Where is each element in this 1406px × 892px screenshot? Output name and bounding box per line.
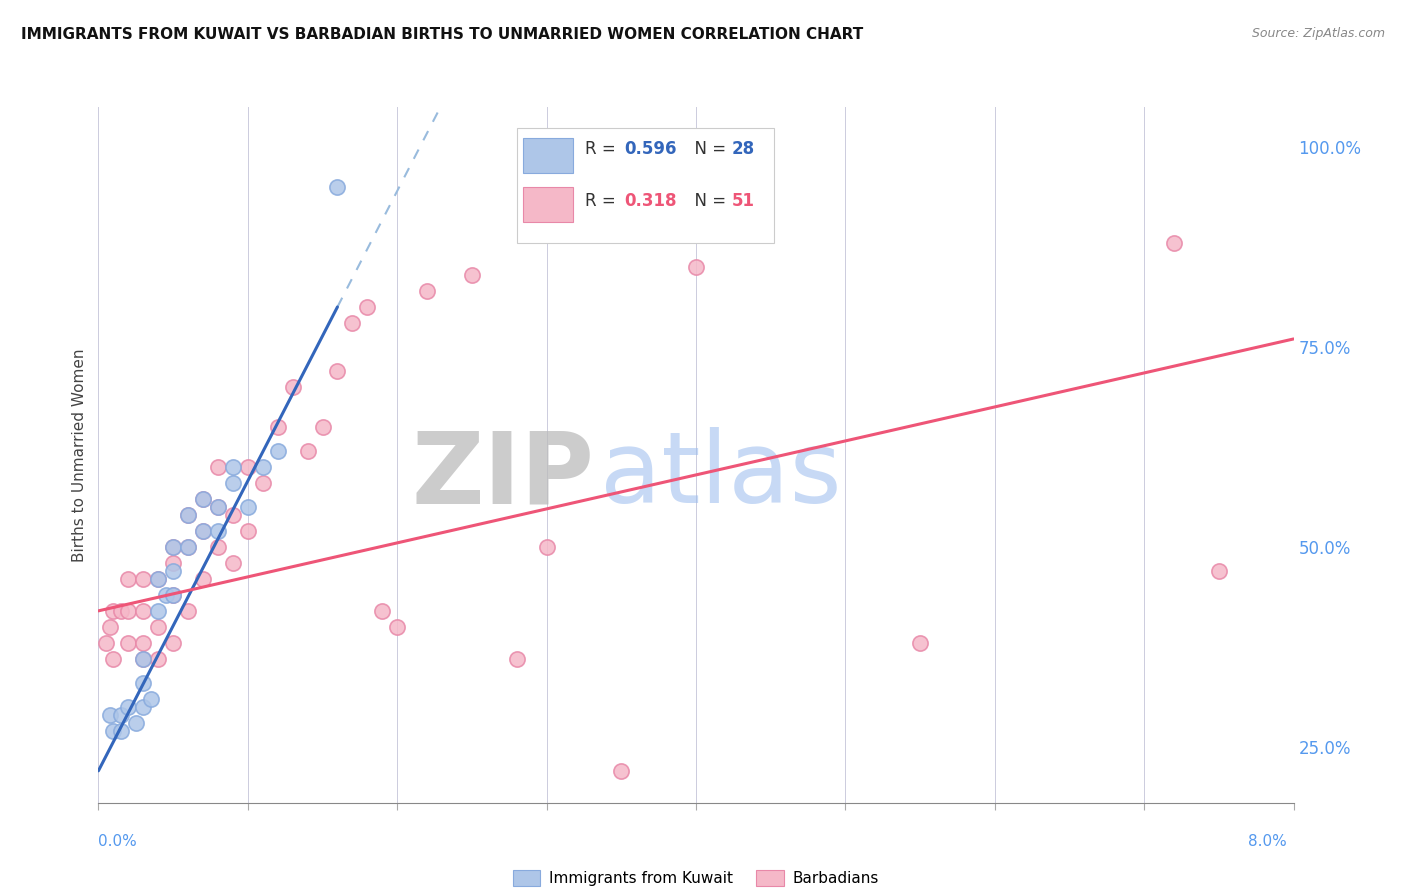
Text: 51: 51 xyxy=(733,192,755,210)
Point xyxy=(177,508,200,522)
FancyBboxPatch shape xyxy=(523,138,572,173)
Point xyxy=(162,556,184,570)
Point xyxy=(207,459,229,474)
Point xyxy=(685,260,707,274)
Point xyxy=(236,500,259,514)
Point xyxy=(326,364,349,378)
Point xyxy=(236,524,259,538)
Point xyxy=(132,604,155,618)
Point xyxy=(371,604,394,618)
Point xyxy=(110,604,132,618)
Point xyxy=(110,723,132,738)
Text: 0.318: 0.318 xyxy=(624,192,676,210)
Point xyxy=(117,636,139,650)
Point xyxy=(132,652,155,666)
Point xyxy=(222,459,245,474)
Point xyxy=(177,540,200,554)
Point xyxy=(267,420,290,434)
Point xyxy=(252,459,274,474)
Point xyxy=(207,540,229,554)
Text: R =: R = xyxy=(585,140,621,158)
Text: N =: N = xyxy=(685,192,731,210)
Point xyxy=(132,699,155,714)
Point xyxy=(536,540,558,554)
Point xyxy=(94,636,117,650)
Point xyxy=(132,636,155,650)
Point xyxy=(222,556,245,570)
Legend: Immigrants from Kuwait, Barbadians: Immigrants from Kuwait, Barbadians xyxy=(506,864,886,892)
Point xyxy=(103,723,125,738)
Point xyxy=(148,620,170,634)
Point xyxy=(191,491,214,506)
FancyBboxPatch shape xyxy=(517,128,773,243)
Point xyxy=(117,604,139,618)
Point xyxy=(191,524,214,538)
Point xyxy=(908,636,931,650)
Point xyxy=(1208,564,1230,578)
Point xyxy=(385,620,409,634)
Point xyxy=(132,652,155,666)
Point xyxy=(162,588,184,602)
Point xyxy=(252,475,274,490)
Point xyxy=(162,588,184,602)
Point xyxy=(103,652,125,666)
Point xyxy=(297,444,319,458)
Point xyxy=(506,652,529,666)
Point xyxy=(191,524,214,538)
Point xyxy=(1163,235,1185,250)
Point xyxy=(162,564,184,578)
Text: Source: ZipAtlas.com: Source: ZipAtlas.com xyxy=(1251,27,1385,40)
Point xyxy=(191,491,214,506)
Point xyxy=(281,380,304,394)
Point xyxy=(132,676,155,690)
Point xyxy=(132,572,155,586)
Point xyxy=(98,707,122,722)
Point xyxy=(162,540,184,554)
Text: atlas: atlas xyxy=(600,427,842,524)
Point xyxy=(155,588,177,602)
Point xyxy=(125,715,148,730)
Point xyxy=(148,572,170,586)
Text: 0.0%: 0.0% xyxy=(98,834,138,849)
FancyBboxPatch shape xyxy=(523,187,572,222)
Point xyxy=(207,524,229,538)
Point xyxy=(177,508,200,522)
Text: 28: 28 xyxy=(733,140,755,158)
Point xyxy=(207,500,229,514)
Point xyxy=(148,572,170,586)
Point xyxy=(416,284,439,298)
Text: 0.596: 0.596 xyxy=(624,140,676,158)
Text: R =: R = xyxy=(585,192,621,210)
Point xyxy=(222,475,245,490)
Text: 8.0%: 8.0% xyxy=(1247,834,1286,849)
Point xyxy=(191,572,214,586)
Point xyxy=(207,500,229,514)
Point xyxy=(139,691,162,706)
Point xyxy=(610,764,633,778)
Point xyxy=(148,604,170,618)
Y-axis label: Births to Unmarried Women: Births to Unmarried Women xyxy=(72,348,87,562)
Point xyxy=(117,699,139,714)
Text: IMMIGRANTS FROM KUWAIT VS BARBADIAN BIRTHS TO UNMARRIED WOMEN CORRELATION CHART: IMMIGRANTS FROM KUWAIT VS BARBADIAN BIRT… xyxy=(21,27,863,42)
Point xyxy=(177,540,200,554)
Text: ZIP: ZIP xyxy=(412,427,595,524)
Point xyxy=(342,316,364,330)
Point xyxy=(162,540,184,554)
Text: N =: N = xyxy=(685,140,731,158)
Point xyxy=(148,652,170,666)
Point xyxy=(236,459,259,474)
Point xyxy=(461,268,484,282)
Point xyxy=(356,300,378,314)
Point xyxy=(177,604,200,618)
Point xyxy=(103,604,125,618)
Point xyxy=(326,180,349,194)
Point xyxy=(222,508,245,522)
Point xyxy=(162,636,184,650)
Point xyxy=(311,420,333,434)
Point xyxy=(267,444,290,458)
Point xyxy=(110,707,132,722)
Point xyxy=(98,620,122,634)
Point xyxy=(117,572,139,586)
